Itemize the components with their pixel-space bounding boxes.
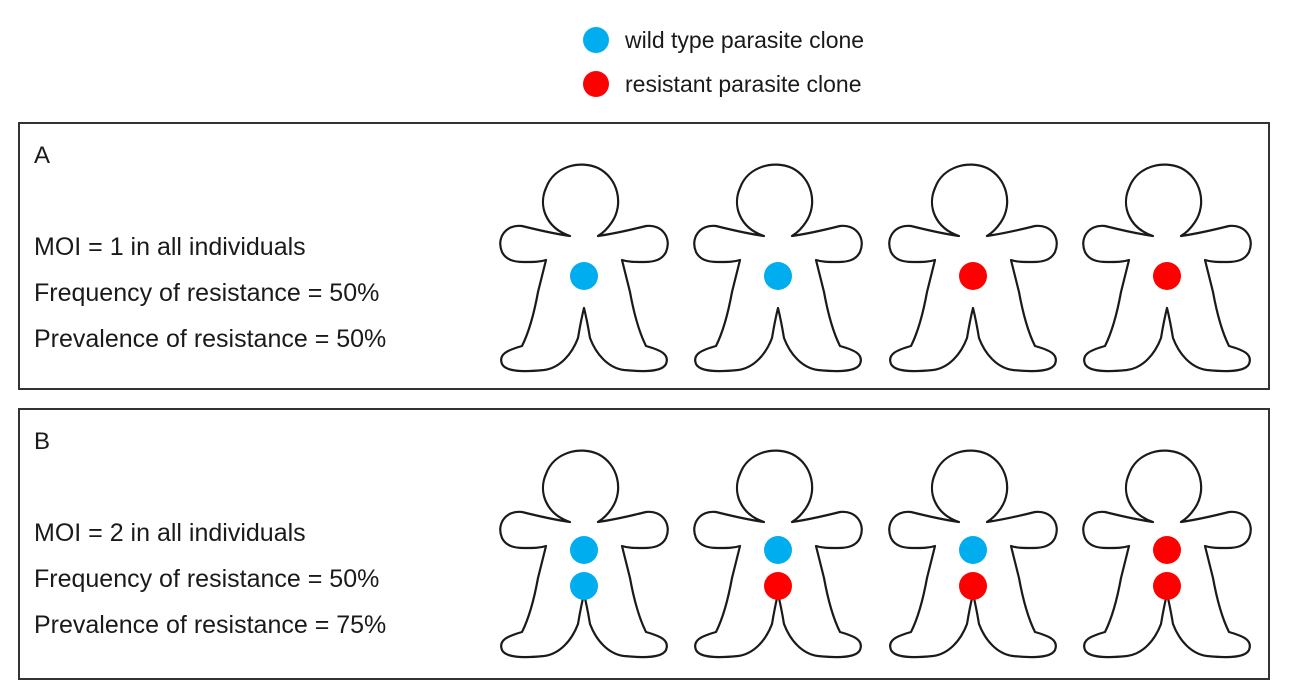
clone-stack bbox=[959, 262, 987, 298]
legend-label-wild-type: wild type parasite clone bbox=[625, 27, 865, 53]
individual-3 bbox=[883, 440, 1063, 660]
legend-label-resistant: resistant parasite clone bbox=[625, 71, 862, 97]
wild-type-clone-dot bbox=[764, 262, 792, 290]
moi-line: MOI = 1 in all individuals bbox=[34, 233, 306, 261]
resistant-clone-dot bbox=[959, 572, 987, 600]
legend: wild type parasite clone resistant paras… bbox=[583, 18, 864, 106]
resistant-clone-dot bbox=[764, 572, 792, 600]
wild-type-clone-dot bbox=[570, 572, 598, 600]
individual-2 bbox=[688, 154, 868, 374]
clone-stack bbox=[1153, 536, 1181, 608]
clone-stack bbox=[959, 536, 987, 608]
individual-3 bbox=[883, 154, 1063, 374]
moi-line: MOI = 2 in all individuals bbox=[34, 519, 306, 547]
panel-letter: A bbox=[34, 142, 51, 169]
prevalence-line: Prevalence of resistance = 75% bbox=[34, 611, 387, 639]
panel-b: B MOI = 2 in all individuals Frequency o… bbox=[18, 408, 1270, 680]
wild-type-clone-dot bbox=[959, 536, 987, 564]
individual-1 bbox=[494, 440, 674, 660]
wild-type-clone-dot bbox=[764, 536, 792, 564]
clone-stack bbox=[570, 536, 598, 608]
resistant-clone-dot bbox=[1153, 572, 1181, 600]
resistant-clone-dot bbox=[1153, 262, 1181, 290]
individual-1 bbox=[494, 154, 674, 374]
panel-letter: B bbox=[34, 428, 51, 455]
resistant-clone-dot-icon bbox=[583, 71, 609, 97]
individuals-row bbox=[494, 154, 1264, 379]
wild-type-clone-dot-icon bbox=[583, 27, 609, 53]
frequency-line: Frequency of resistance = 50% bbox=[34, 279, 380, 307]
individual-4 bbox=[1077, 154, 1257, 374]
individual-2 bbox=[688, 440, 868, 660]
clone-stack bbox=[1153, 262, 1181, 298]
panel-stats: MOI = 2 in all individuals Frequency of … bbox=[34, 510, 386, 648]
resistant-clone-dot bbox=[1153, 536, 1181, 564]
legend-item-resistant: resistant parasite clone bbox=[583, 62, 864, 106]
frequency-line: Frequency of resistance = 50% bbox=[34, 565, 380, 593]
panel-stats: MOI = 1 in all individuals Frequency of … bbox=[34, 224, 386, 362]
prevalence-line: Prevalence of resistance = 50% bbox=[34, 325, 387, 353]
clone-stack bbox=[764, 262, 792, 298]
wild-type-clone-dot bbox=[570, 262, 598, 290]
panel-a: A MOI = 1 in all individuals Frequency o… bbox=[18, 122, 1270, 390]
wild-type-clone-dot bbox=[570, 536, 598, 564]
individuals-row bbox=[494, 440, 1264, 665]
clone-stack bbox=[570, 262, 598, 298]
clone-stack bbox=[764, 536, 792, 608]
individual-4 bbox=[1077, 440, 1257, 660]
legend-item-wild-type: wild type parasite clone bbox=[583, 18, 864, 62]
resistant-clone-dot bbox=[959, 262, 987, 290]
